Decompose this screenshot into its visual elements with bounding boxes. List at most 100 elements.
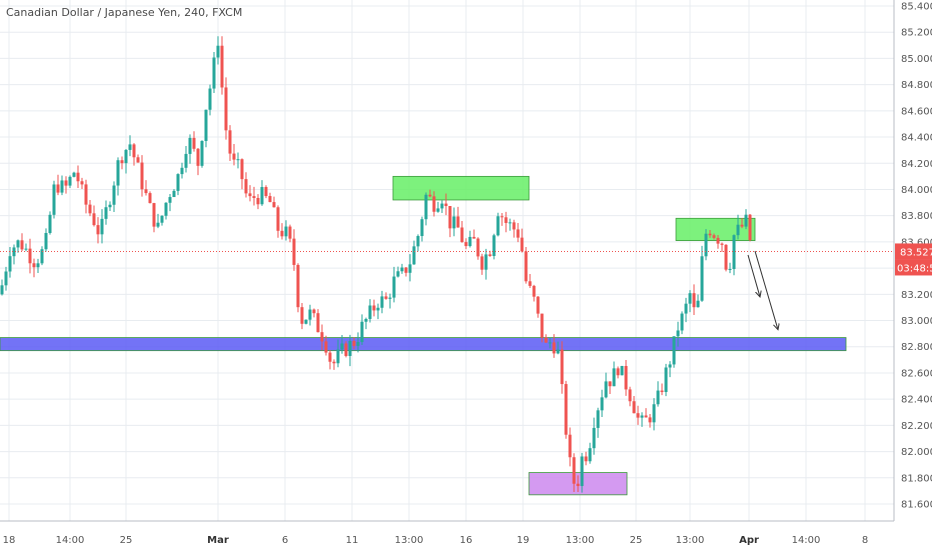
candle-body [704,233,708,257]
y-tick-label: 84.800 [901,80,932,91]
candle-body [476,238,480,257]
candle-body [148,193,152,204]
price-axis[interactable]: 85.400 85.200 85.000 84.800 84.600 84.400 84.2… [893,0,932,521]
candle-body [12,247,16,257]
candle-body [320,332,324,342]
candle-body [692,293,696,308]
candle-body [540,313,544,338]
candle-body [64,180,68,186]
x-tick-label: 13:00 [566,535,595,546]
candle-body [676,330,680,337]
candle-body [36,263,40,268]
candle-body [344,343,348,356]
resistance-zone-1 [392,175,530,201]
candle-body [396,271,400,277]
y-tick-label: 84.600 [901,106,932,117]
candle-body [276,207,280,231]
candle-body [388,297,392,299]
candle-body [108,204,112,208]
y-tick-label: 82.200 [901,421,932,432]
candle-body [620,365,624,376]
candle-body [120,160,124,164]
candle-body [80,181,84,185]
y-tick-label: 84.200 [901,159,932,170]
candle-body [304,319,308,324]
candle-body [96,225,100,235]
candle-body [684,303,688,314]
candle-body [84,184,88,205]
x-tick-label: Mar [207,535,229,546]
candle-body [72,172,76,177]
candle-body [644,415,648,418]
candle-body [536,296,540,314]
candle-body [708,233,712,236]
candle-body [480,256,484,270]
candle-body [728,268,732,270]
candle-body [40,249,44,264]
candle-body [668,364,672,368]
down-arrow-1 [747,254,760,297]
candle-body [184,153,188,168]
candle-body [636,413,640,418]
candle-body [608,381,612,387]
candle-body [664,367,668,393]
candle-body [604,381,608,398]
candle-body [596,410,600,428]
candle-body [192,137,196,149]
y-tick-label: 84.400 [901,133,932,144]
candle-body [308,309,312,320]
candle-body [264,187,268,197]
candle-body [408,264,412,273]
projection-arrows [747,250,778,330]
x-tick-label: 8 [862,535,868,546]
candle-body [504,217,508,223]
candle-body [116,160,120,186]
candle-body [212,57,216,89]
candle-body [248,193,252,197]
candle-body [376,307,380,311]
y-tick-label: 82.800 [901,342,932,353]
candle-body [228,130,232,154]
candle-body [140,162,144,190]
last-price-value: 83.527 [900,247,932,258]
candle-body [716,237,720,244]
candle-body [368,305,372,319]
candle-body [412,246,416,265]
time-axis[interactable]: 18 14:00 25 Mar 6 11 13:00 16 19 13:00 25 13:00 Apr 1… [0,520,894,546]
candle-body [524,251,528,282]
candle-body [736,224,740,236]
candle-body [744,214,748,227]
candle-body [688,293,692,304]
y-tick-label: 84.000 [901,185,932,196]
y-tick-label: 83.600 [901,237,932,248]
candle-body [272,202,276,208]
candle-body [88,204,92,214]
candle-body [420,219,424,237]
candle-body [176,174,180,191]
candle-body [584,456,588,462]
candle-body [444,203,448,207]
candle-body [124,149,128,164]
x-tick-label: 13:00 [395,535,424,546]
candle-body [364,318,368,322]
x-tick-label: 18 [3,535,16,546]
y-tick-label: 85.200 [901,28,932,39]
candle-body [32,263,36,268]
candle-body [236,159,240,161]
candle-body [56,184,60,193]
candle-body [316,313,320,333]
candle-body [448,206,452,229]
candle-body [640,415,644,418]
candle-body [260,187,264,205]
candle-body [288,226,292,239]
candle-body [528,281,532,286]
candle-body [68,176,72,186]
candle-body [560,349,564,385]
candle-body [312,309,316,314]
candle-body [488,254,492,256]
candle-body [616,368,620,376]
candle-body [380,296,384,308]
candle-body [128,144,132,150]
candle-body [360,321,364,343]
